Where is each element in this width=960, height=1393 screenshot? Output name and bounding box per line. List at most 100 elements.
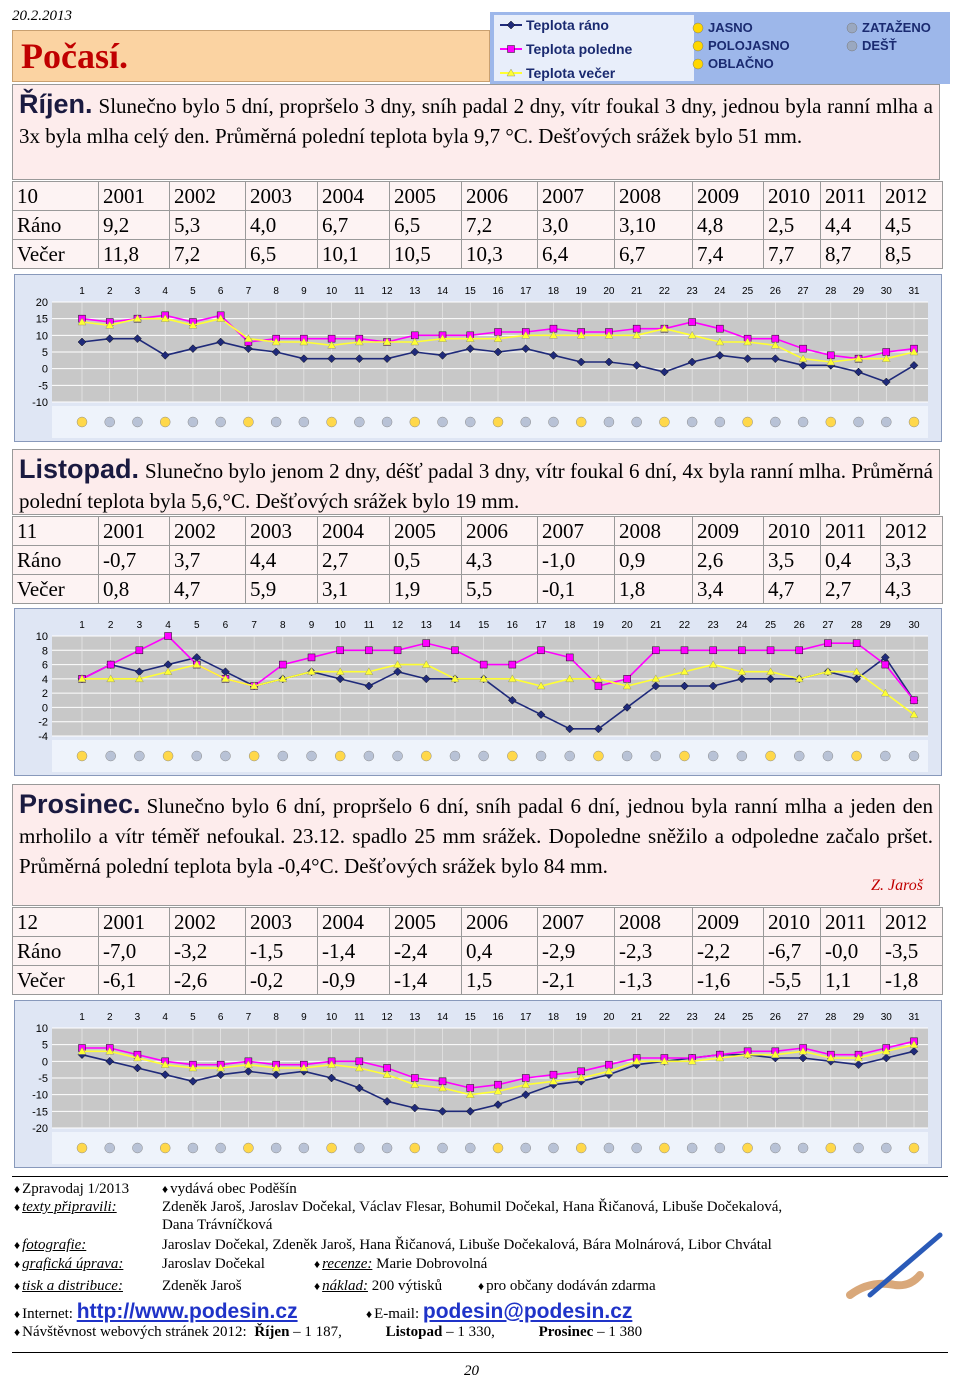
marker [133, 314, 142, 322]
weather-icon [409, 416, 421, 428]
marker [852, 674, 861, 684]
table-cell: 4,0 [245, 210, 318, 240]
label-text: texty připravili: [22, 1199, 117, 1215]
marker [709, 646, 717, 655]
weather-icon [492, 1142, 504, 1154]
table-cell: 0,9 [614, 545, 693, 575]
table-cell: 2,7 [820, 574, 881, 604]
weather-icon [659, 416, 670, 428]
marker [216, 337, 226, 347]
weather-icon [908, 416, 920, 428]
month: Prosinec [538, 1324, 594, 1340]
table-cell: 2009 [692, 516, 764, 546]
marker [795, 646, 803, 655]
x-tick-label: 19 [576, 1012, 588, 1023]
table-cell: 6,7 [614, 239, 693, 269]
weather-icon [363, 750, 375, 762]
table-cell: 7,2 [169, 239, 246, 269]
x-tick-label: 21 [650, 620, 662, 631]
y-tick-label: 4 [42, 674, 48, 686]
marker [354, 1083, 364, 1093]
table-cell: 2007 [537, 907, 615, 937]
marker [909, 1040, 919, 1048]
marker [393, 667, 402, 677]
x-tick-label: 8 [273, 1012, 279, 1023]
title-box: Počasí. [12, 30, 490, 82]
label-text: náklad: [322, 1278, 368, 1294]
weather-icon [908, 1142, 920, 1154]
weather-icon [326, 416, 337, 428]
marker [715, 1053, 725, 1062]
marker [507, 45, 515, 53]
weather-icon [765, 750, 776, 762]
table-cell: 3,1 [317, 574, 390, 604]
weather-icon [298, 1142, 310, 1154]
table-row: 12 2001 2002 2003 2004 2005 2006 2007 2008 2009 20… [12, 907, 943, 937]
value: 200 výtisků [371, 1278, 443, 1294]
marker [327, 340, 337, 349]
table-cell: 2,6 [692, 545, 764, 575]
weather-icon [409, 1142, 421, 1154]
y-tick-label: 0 [42, 1056, 48, 1068]
x-tick-label: 2 [107, 1012, 113, 1023]
weather-icon [187, 416, 199, 428]
web-link[interactable]: http://www.podesin.cz [76, 1300, 298, 1323]
marker [105, 334, 115, 344]
table-cell: -0,9 [317, 965, 390, 995]
label-text: fotografie: [22, 1237, 87, 1253]
label: tisk a distribuce: [14, 1278, 123, 1295]
marker [410, 1080, 420, 1088]
weather-icon [548, 416, 559, 428]
weather-icon [742, 416, 753, 428]
x-tick-label: 26 [770, 286, 782, 297]
table-row: 10 2001 2002 2003 2004 2005 2006 2007 2008 2009 20… [12, 181, 943, 211]
value: Jaroslav Dočekal, Zdeněk Jaroš, Hana Řič… [162, 1237, 772, 1253]
table-cell: Večer [12, 965, 99, 995]
marker [438, 1083, 447, 1092]
series-line [81, 656, 915, 730]
x-tick-label: 28 [851, 620, 863, 631]
marker [881, 354, 891, 362]
value: Zdeněk Jaroš [162, 1278, 242, 1294]
marker [354, 354, 364, 364]
marker [881, 660, 890, 669]
table-cell: 10,1 [317, 239, 390, 269]
marker [680, 646, 689, 655]
signature: Z. Jaroš [871, 877, 923, 894]
marker [479, 674, 489, 683]
x-tick-label: 16 [492, 1012, 504, 1023]
x-tick-label: 22 [659, 1012, 671, 1023]
value: Jaroslav Dočekal [162, 1256, 265, 1272]
table-cell: 2009 [692, 907, 764, 937]
weather-icon [793, 750, 805, 762]
marker [421, 674, 431, 684]
marker [77, 337, 87, 347]
marker [536, 681, 546, 690]
marker [77, 317, 87, 326]
x-tick-label: 13 [409, 1012, 421, 1023]
marker [216, 1070, 226, 1080]
marker [410, 337, 420, 346]
marker [852, 639, 861, 647]
marker [106, 660, 115, 669]
table-cell: 10,5 [389, 239, 462, 269]
table-cell: -6,7 [763, 936, 821, 966]
marker [824, 639, 832, 647]
x-tick-label: 22 [659, 286, 671, 297]
marker [680, 667, 689, 675]
marker [798, 354, 808, 362]
email-link[interactable]: podesin@podesin.cz [422, 1300, 633, 1323]
table-cell: 2002 [169, 907, 246, 937]
x-tick-label: 8 [280, 620, 286, 631]
table-cell: 3,0 [537, 210, 615, 240]
weather-icon [535, 750, 547, 762]
x-tick-label: 2 [107, 286, 113, 297]
section-text: Prosinec. Slunečno bylo 6 dní, propršelo … [12, 784, 940, 906]
weather-label: OBLAČNO [708, 56, 774, 71]
y-tick-label: 5 [42, 347, 48, 359]
value: Marie Dobrovolná [376, 1256, 488, 1272]
table-cell: -1,4 [389, 965, 462, 995]
value: pro občany dodáván zdarma [478, 1278, 656, 1295]
visits: Návštěvnost webových stránek 2012: Říjen… [14, 1324, 642, 1341]
